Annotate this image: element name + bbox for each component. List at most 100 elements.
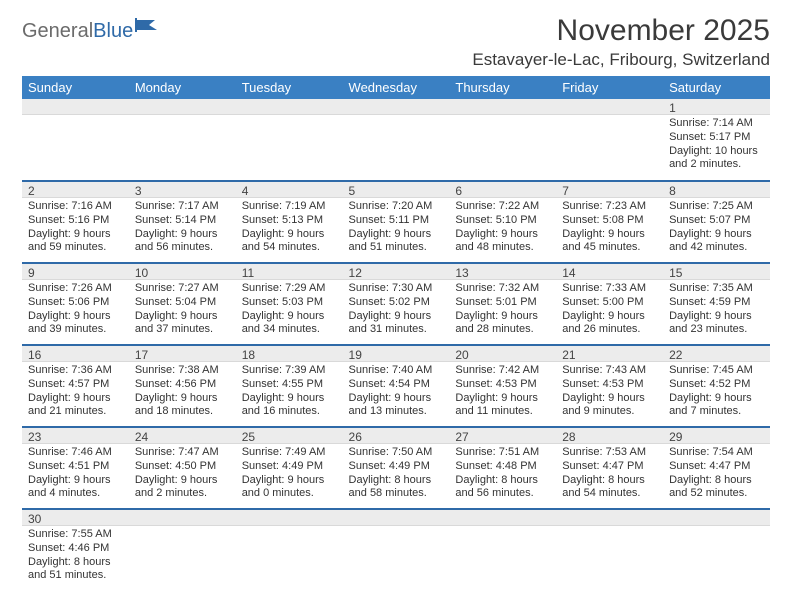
- day-data: [343, 526, 450, 580]
- calendar-cell: [343, 509, 450, 591]
- sunrise-text: Sunrise: 7:27 AM: [135, 282, 230, 296]
- daylight-text: and 31 minutes.: [349, 323, 444, 337]
- day-data: Sunrise: 7:43 AMSunset: 4:53 PMDaylight:…: [556, 362, 663, 423]
- calendar-cell: 27Sunrise: 7:51 AMSunset: 4:48 PMDayligh…: [449, 427, 556, 509]
- daylight-text: and 51 minutes.: [28, 569, 123, 583]
- sunrise-text: Sunrise: 7:26 AM: [28, 282, 123, 296]
- calendar-cell: 7Sunrise: 7:23 AMSunset: 5:08 PMDaylight…: [556, 181, 663, 263]
- day-data: [556, 526, 663, 580]
- calendar-cell: 16Sunrise: 7:36 AMSunset: 4:57 PMDayligh…: [22, 345, 129, 427]
- sunset-text: Sunset: 5:06 PM: [28, 296, 123, 310]
- calendar-cell: 13Sunrise: 7:32 AMSunset: 5:01 PMDayligh…: [449, 263, 556, 345]
- day-number: 15: [663, 264, 770, 280]
- sunset-text: Sunset: 4:51 PM: [28, 460, 123, 474]
- calendar-week: 23 Sunrise: 7:46 AMSunset: 4:51 PM Dayligh…: [22, 427, 770, 509]
- day-number: 25: [236, 428, 343, 444]
- daylight-text: and 45 minutes.: [562, 241, 657, 255]
- sunset-text: Sunset: 4:49 PM: [349, 460, 444, 474]
- calendar-cell: 29Sunrise: 7:54 AMSunset: 4:47 PMDayligh…: [663, 427, 770, 509]
- sunrise-text: Sunrise: 7:45 AM: [669, 364, 764, 378]
- day-number: 23: [22, 428, 129, 444]
- day-data: Sunrise: 7:27 AMSunset: 5:04 PMDaylight:…: [129, 280, 236, 341]
- calendar-cell: 28Sunrise: 7:53 AMSunset: 4:47 PMDayligh…: [556, 427, 663, 509]
- day-number-row: [22, 99, 129, 115]
- calendar-cell: 2Sunrise: 7:16 AMSunset: 5:16 PMDaylight…: [22, 181, 129, 263]
- day-data: Sunrise: 7:39 AMSunset: 4:55 PMDaylight:…: [236, 362, 343, 423]
- day-data: Sunrise: 7:55 AMSunset: 4:46 PMDaylight:…: [22, 526, 129, 587]
- title-block: November 2025 Estavayer-le-Lac, Fribourg…: [472, 14, 770, 70]
- logo-text-general: General: [22, 20, 93, 42]
- sunset-text: Sunset: 4:53 PM: [562, 378, 657, 392]
- day-data: [663, 526, 770, 580]
- day-number-row: [449, 99, 556, 115]
- day-number: 8: [663, 182, 770, 198]
- sunset-text: Sunset: 4:55 PM: [242, 378, 337, 392]
- calendar-cell: 10Sunrise: 7:27 AMSunset: 5:04 PMDayligh…: [129, 263, 236, 345]
- sunset-text: Sunset: 5:00 PM: [562, 296, 657, 310]
- sunrise-text: Sunrise: 7:20 AM: [349, 200, 444, 214]
- sunrise-text: Sunrise: 7:42 AM: [455, 364, 550, 378]
- daylight-text: and 59 minutes.: [28, 241, 123, 255]
- daylight-text: and 58 minutes.: [349, 487, 444, 501]
- calendar-week: 1Sunrise: 7:14 AMSunset: 5:17 PMDaylight…: [22, 99, 770, 181]
- day-number: 13: [449, 264, 556, 280]
- daylight-text: and 51 minutes.: [349, 241, 444, 255]
- day-data: Sunrise: 7:26 AMSunset: 5:06 PMDaylight:…: [22, 280, 129, 341]
- day-data: Sunrise: 7:35 AMSunset: 4:59 PMDaylight:…: [663, 280, 770, 341]
- daylight-text: Daylight: 9 hours: [242, 474, 337, 488]
- day-number-row: [556, 99, 663, 115]
- calendar-cell: 23Sunrise: 7:46 AMSunset: 4:51 PMDayligh…: [22, 427, 129, 509]
- sunset-text: Sunset: 4:56 PM: [135, 378, 230, 392]
- day-data: [129, 115, 236, 169]
- flag-icon: [135, 16, 161, 41]
- calendar-cell: 18Sunrise: 7:39 AMSunset: 4:55 PMDayligh…: [236, 345, 343, 427]
- sunset-text: Sunset: 4:47 PM: [562, 460, 657, 474]
- calendar-cell: 8Sunrise: 7:25 AMSunset: 5:07 PMDaylight…: [663, 181, 770, 263]
- sunrise-text: Sunrise: 7:47 AM: [135, 446, 230, 460]
- day-number: 1: [663, 99, 770, 115]
- calendar-cell: [449, 99, 556, 181]
- sunrise-text: Sunrise: 7:40 AM: [349, 364, 444, 378]
- daylight-text: Daylight: 9 hours: [562, 310, 657, 324]
- day-data: Sunrise: 7:14 AMSunset: 5:17 PMDaylight:…: [663, 115, 770, 176]
- sunrise-text: Sunrise: 7:30 AM: [349, 282, 444, 296]
- calendar-cell: 12Sunrise: 7:30 AMSunset: 5:02 PMDayligh…: [343, 263, 450, 345]
- calendar-cell: [663, 509, 770, 591]
- daylight-text: Daylight: 9 hours: [135, 392, 230, 406]
- daylight-text: Daylight: 9 hours: [242, 310, 337, 324]
- calendar-cell: 3Sunrise: 7:17 AMSunset: 5:14 PMDaylight…: [129, 181, 236, 263]
- sunset-text: Sunset: 5:01 PM: [455, 296, 550, 310]
- daylight-text: Daylight: 8 hours: [28, 556, 123, 570]
- day-number: 14: [556, 264, 663, 280]
- day-data: Sunrise: 7:54 AMSunset: 4:47 PMDaylight:…: [663, 444, 770, 505]
- sunrise-text: Sunrise: 7:35 AM: [669, 282, 764, 296]
- daylight-text: Daylight: 8 hours: [562, 474, 657, 488]
- sunrise-text: Sunrise: 7:54 AM: [669, 446, 764, 460]
- weekday-header: Wednesday: [343, 76, 450, 99]
- daylight-text: and 54 minutes.: [562, 487, 657, 501]
- day-number-row: [236, 99, 343, 115]
- daylight-text: Daylight: 9 hours: [562, 392, 657, 406]
- day-data: Sunrise: 7:17 AMSunset: 5:14 PMDaylight:…: [129, 198, 236, 259]
- day-data: [236, 115, 343, 169]
- day-number: 4: [236, 182, 343, 198]
- calendar-week: 9Sunrise: 7:26 AMSunset: 5:06 PMDaylight…: [22, 263, 770, 345]
- day-number-row: [236, 510, 343, 526]
- day-number-row: [129, 510, 236, 526]
- day-data: [556, 115, 663, 169]
- sunrise-text: Sunrise: 7:22 AM: [455, 200, 550, 214]
- daylight-text: and 2 minutes.: [669, 158, 764, 172]
- daylight-text: and 4 minutes.: [28, 487, 123, 501]
- sunset-text: Sunset: 5:14 PM: [135, 214, 230, 228]
- sunrise-text: Sunrise: 7:33 AM: [562, 282, 657, 296]
- day-data: [449, 115, 556, 169]
- month-title: November 2025: [472, 14, 770, 48]
- sunrise-text: Sunrise: 7:16 AM: [28, 200, 123, 214]
- calendar-cell: [556, 509, 663, 591]
- calendar-cell: 22Sunrise: 7:45 AMSunset: 4:52 PMDayligh…: [663, 345, 770, 427]
- day-data: [236, 526, 343, 580]
- calendar-cell: [22, 99, 129, 181]
- sunrise-text: Sunrise: 7:46 AM: [28, 446, 123, 460]
- daylight-text: Daylight: 9 hours: [455, 228, 550, 242]
- daylight-text: Daylight: 9 hours: [28, 228, 123, 242]
